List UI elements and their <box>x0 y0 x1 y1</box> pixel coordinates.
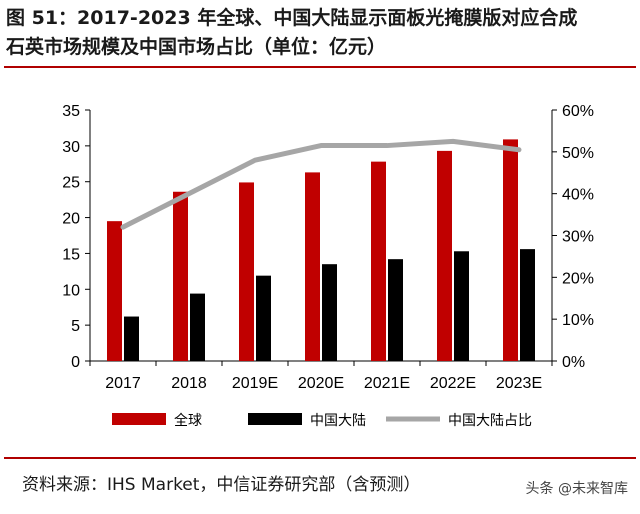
watermark: 头条 @未来智库 <box>525 481 628 497</box>
bar-china <box>322 264 337 361</box>
source-divider <box>4 457 636 459</box>
legend-swatch <box>112 413 166 425</box>
bar-china <box>256 275 271 361</box>
left-axis-tick-label: 20 <box>62 211 80 228</box>
right-axis-tick-label: 10% <box>562 312 594 329</box>
right-axis-tick-label: 60% <box>562 103 594 120</box>
chart-title: 图 51：2017-2023 年全球、中国大陆显示面板光掩膜版对应合成 石英市场… <box>6 4 634 62</box>
x-axis-tick-label: 2019E <box>232 375 278 392</box>
line-china-share <box>120 138 522 230</box>
x-axis-tick-label: 2018 <box>171 375 207 392</box>
bar-global <box>371 161 386 361</box>
right-axis-tick-label: 0% <box>562 354 585 371</box>
bar-china <box>190 293 205 361</box>
right-axis-tick-label: 20% <box>562 270 594 287</box>
x-axis-tick-label: 2022E <box>430 375 476 392</box>
bar-china <box>454 251 469 361</box>
bar-global <box>503 139 518 361</box>
source-note: 资料来源：IHS Market，中信证券研究部（含预测） <box>22 475 421 495</box>
chart-title-line-2: 石英市场规模及中国市场占比（单位：亿元） <box>6 36 387 58</box>
bar-china <box>388 259 403 361</box>
x-axis-tick-label: 2023E <box>496 375 542 392</box>
legend-label: 全球 <box>174 412 202 428</box>
left-axis-tick-label: 10 <box>62 282 80 299</box>
legend-label: 中国大陆 <box>310 412 366 428</box>
left-axis-tick-label: 30 <box>62 139 80 156</box>
bar-china <box>520 249 535 361</box>
left-axis-tick-label: 35 <box>62 103 80 120</box>
bar-global <box>437 150 452 361</box>
legend-swatch <box>248 413 302 425</box>
legend-label: 中国大陆占比 <box>448 412 532 428</box>
left-axis-tick-label: 0 <box>71 354 80 371</box>
bar-global <box>305 172 320 361</box>
title-divider <box>4 66 636 68</box>
bar-global <box>239 182 254 361</box>
bar-global <box>107 221 122 361</box>
x-axis-tick-label: 2017 <box>105 375 141 392</box>
chart-plot: 0 5 10 15 20 25 30 35 0% 10% 20% 30% 40% 50% 60% 2017 20… <box>62 103 594 428</box>
left-axis-tick-label: 5 <box>71 318 80 335</box>
chart-title-line-1: 图 51：2017-2023 年全球、中国大陆显示面板光掩膜版对应合成 <box>6 7 578 29</box>
bar-china <box>124 316 139 361</box>
left-axis-tick-label: 15 <box>62 246 80 263</box>
right-axis-tick-label: 40% <box>562 187 594 204</box>
x-axis-tick-label: 2020E <box>298 375 344 392</box>
left-axis-tick-label: 25 <box>62 175 80 192</box>
right-axis-tick-label: 30% <box>562 229 594 246</box>
x-axis-tick-label: 2021E <box>364 375 410 392</box>
bar-global <box>173 191 188 361</box>
right-axis-tick-label: 50% <box>562 145 594 162</box>
